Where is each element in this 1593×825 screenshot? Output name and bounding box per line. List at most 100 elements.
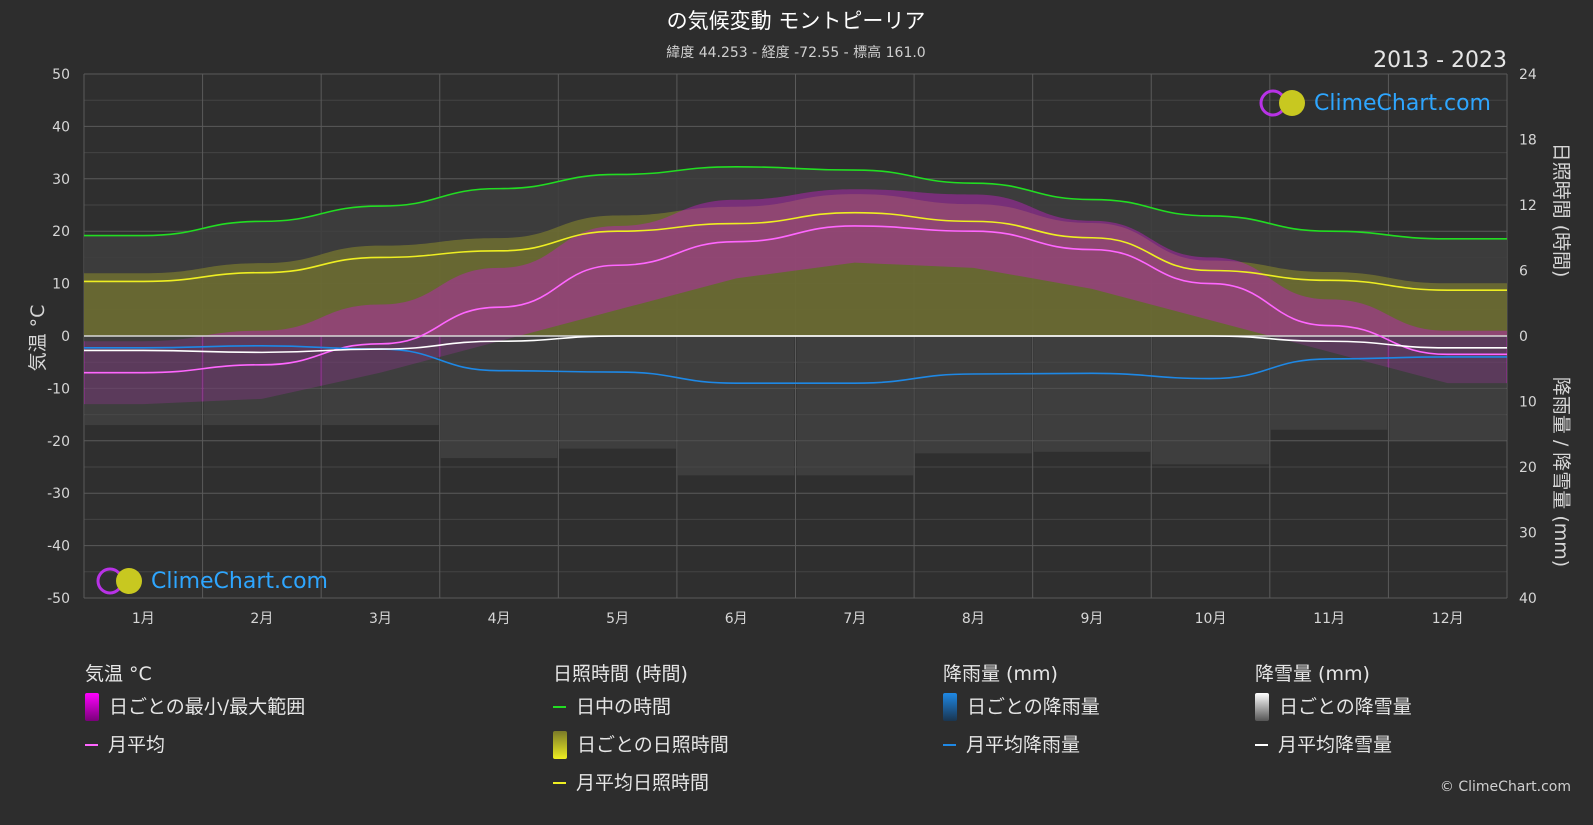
month-label: 11月 — [1313, 611, 1345, 627]
rain-avg-swatch — [943, 744, 956, 746]
precip-column — [1152, 336, 1269, 465]
series-line-4 — [84, 335, 1507, 354]
right-precip-tick-label: 20 — [1519, 460, 1537, 476]
month-label: 4月 — [488, 611, 511, 627]
left-tick-label: 30 — [52, 172, 70, 188]
right-sun-tick-label: 18 — [1519, 133, 1537, 149]
month-label: 1月 — [132, 611, 155, 627]
year-range: 2013 - 2023 — [1373, 48, 1507, 73]
legend-sun-avg-label: 月平均日照時間 — [576, 772, 710, 794]
legend-rain-daily: 日ごとの降雨量 — [943, 688, 1100, 726]
legend-rain: 降雨量 (mm) 日ごとの降雨量 月平均降雨量 — [943, 660, 1100, 764]
month-label: 10月 — [1195, 611, 1227, 627]
chart-marks — [83, 165, 1507, 476]
logo-top: ClimeChart.com — [1258, 88, 1491, 118]
rain-swatch — [943, 693, 957, 721]
left-tick-label: -50 — [47, 591, 70, 607]
legend-sun-avg: 月平均日照時間 — [553, 764, 729, 802]
legend: 気温 °C 日ごとの最小/最大範囲 月平均 日照時間 (時間) 日中の時間 日ご… — [0, 660, 1593, 810]
legend-snow-header: 降雪量 (mm) — [1255, 663, 1370, 685]
legend-sun-daylight-label: 日中の時間 — [576, 696, 672, 718]
logo-icon — [96, 567, 142, 595]
right-precip-tick-label: 40 — [1519, 591, 1537, 607]
right-top-axis-title: 日照時間 (時間) — [1550, 143, 1572, 278]
logo-text: ClimeChart.com — [151, 568, 328, 594]
right-sun-tick-label: 12 — [1519, 198, 1537, 214]
legend-sun: 日照時間 (時間) 日中の時間 日ごとの日照時間 月平均日照時間 — [553, 660, 729, 802]
right-sun-tick-label: 6 — [1519, 264, 1528, 280]
precip-column — [203, 336, 321, 426]
chart-title: の気候変動 モントピーリア — [667, 9, 926, 33]
left-tick-label: -20 — [47, 434, 70, 450]
legend-temp-range-label: 日ごとの最小/最大範囲 — [109, 696, 306, 718]
left-tick-label: -30 — [47, 486, 70, 502]
chart-subtitle: 緯度 44.253 - 経度 -72.55 - 標高 161.0 — [666, 44, 925, 61]
logo-icon — [1259, 89, 1305, 117]
month-label: 7月 — [843, 611, 866, 627]
left-tick-label: -10 — [47, 381, 70, 397]
legend-rain-daily-label: 日ごとの降雨量 — [967, 696, 1100, 718]
daylight-swatch — [553, 706, 566, 708]
legend-temp: 気温 °C 日ごとの最小/最大範囲 月平均 — [85, 660, 305, 764]
series-line-0 — [83, 165, 1507, 240]
legend-sun-header: 日照時間 (時間) — [553, 663, 688, 685]
right-precip-tick-label: 30 — [1519, 526, 1537, 542]
precip-column — [1270, 336, 1388, 430]
legend-snow: 降雪量 (mm) 日ごとの降雪量 月平均降雪量 — [1255, 660, 1412, 764]
left-tick-label: 10 — [52, 277, 70, 293]
temp-range-band — [84, 189, 1507, 405]
snow-swatch — [1255, 693, 1269, 721]
legend-temp-range: 日ごとの最小/最大範囲 — [85, 688, 305, 726]
left-tick-label: 40 — [52, 119, 70, 135]
sun-avg-swatch — [553, 782, 566, 784]
legend-snow-avg: 月平均降雪量 — [1255, 726, 1412, 764]
month-label: 5月 — [606, 611, 629, 627]
legend-sun-daily-label: 日ごとの日照時間 — [577, 734, 729, 756]
logo-text: ClimeChart.com — [1314, 90, 1491, 116]
precip-column — [559, 336, 676, 449]
precip-column — [1389, 336, 1506, 441]
precip-column — [85, 336, 202, 426]
right-bottom-axis-title: 降雨量 / 降雪量 (mm) — [1550, 377, 1572, 567]
legend-temp-avg: 月平均 — [85, 726, 305, 764]
sunshine-area — [84, 194, 1507, 336]
right-precip-tick-label: 10 — [1519, 395, 1537, 411]
precip-column — [1033, 336, 1151, 452]
precip-column — [796, 336, 914, 476]
precip-column — [322, 336, 439, 426]
legend-rain-header: 降雨量 (mm) — [943, 663, 1058, 685]
left-tick-label: -40 — [47, 539, 70, 555]
legend-sun-daily: 日ごとの日照時間 — [553, 726, 729, 764]
left-axis-title: 気温 °C — [27, 305, 49, 372]
axis-ticks: 50 40 30 20 10 0 -10 -20 -30 -40 -50 24 18 12 6 0 10 20 30… — [47, 67, 1537, 627]
legend-snow-avg-label: 月平均降雪量 — [1278, 734, 1393, 756]
series-line-1 — [83, 211, 1507, 291]
legend-snow-daily: 日ごとの降雪量 — [1255, 688, 1412, 726]
month-label: 3月 — [369, 611, 392, 627]
range-swatch — [85, 693, 99, 721]
series-line-3 — [83, 345, 1507, 384]
left-tick-label: 50 — [52, 67, 70, 83]
month-label: 8月 — [962, 611, 985, 627]
legend-temp-header: 気温 °C — [85, 663, 152, 685]
precip-column — [915, 336, 1032, 454]
legend-sun-daylight: 日中の時間 — [553, 688, 729, 726]
right-sun-tick-label: 24 — [1519, 67, 1537, 83]
month-label: 12月 — [1432, 611, 1464, 627]
precip-column — [677, 336, 795, 476]
legend-rain-avg-label: 月平均降雨量 — [966, 734, 1081, 756]
month-label: 6月 — [725, 611, 748, 627]
snow-avg-swatch — [1255, 744, 1268, 746]
left-tick-label: 20 — [52, 224, 70, 240]
month-label: 9月 — [1080, 611, 1103, 627]
legend-rain-avg: 月平均降雨量 — [943, 726, 1100, 764]
precip-column — [440, 336, 558, 459]
left-tick-label: 0 — [61, 329, 70, 345]
legend-snow-daily-label: 日ごとの降雪量 — [1279, 696, 1412, 718]
sunshine-swatch — [553, 731, 567, 759]
right-sun-tick-label: 0 — [1519, 329, 1528, 345]
temp-avg-swatch — [85, 744, 98, 746]
month-label: 2月 — [250, 611, 273, 627]
series-line-2 — [83, 225, 1507, 374]
